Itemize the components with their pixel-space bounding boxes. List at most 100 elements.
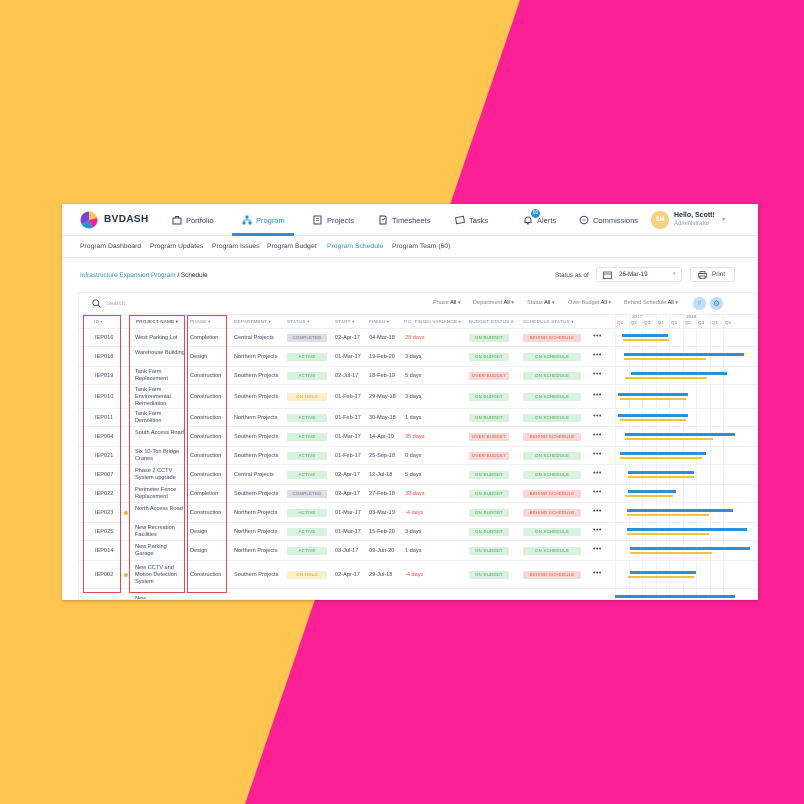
cell-department: Northern Projects	[234, 414, 278, 421]
table-row[interactable]: IEP011 Tank Farm Demolition Construction No…	[79, 409, 758, 427]
status-as-of-label: Status as of	[555, 272, 589, 279]
cell-id: IEP022	[95, 490, 114, 497]
cell-id: IEP002	[95, 571, 114, 578]
column-label: PHASE	[190, 319, 207, 324]
cell-finish: 30-May-18	[369, 414, 396, 421]
schedule-status-badge: ON SCHEDULE	[523, 372, 581, 380]
gantt-planned-bar	[630, 547, 750, 550]
status-badge: ACTIVE	[287, 471, 327, 479]
cell-variance: 5 days	[405, 372, 422, 379]
row-menu-icon[interactable]: •••	[593, 352, 602, 359]
subnav-program-updates[interactable]: Program Updates	[150, 243, 204, 250]
table-row[interactable]: IEP010 Tank Farm Environmental Remediatio…	[79, 385, 758, 409]
cell-start: 01-Feb-17	[335, 393, 361, 400]
status-badge: ACTIVE	[287, 547, 327, 555]
table-row[interactable]: IEP025 New Recreation Facilities Design Nor…	[79, 523, 758, 541]
nav-commissions[interactable]: Commissions	[579, 213, 638, 227]
row-menu-icon[interactable]: •••	[593, 546, 602, 553]
row-menu-icon[interactable]: •••	[593, 527, 602, 534]
chevron-down-icon: ▾	[673, 271, 676, 277]
subnav-program-team[interactable]: Program Team (60)	[392, 243, 451, 250]
row-menu-icon[interactable]: •••	[593, 413, 602, 420]
row-menu-icon[interactable]: •••	[593, 333, 602, 340]
row-menu-icon[interactable]: •••	[593, 451, 602, 458]
filter-phase[interactable]: Phase All ▾	[433, 300, 461, 306]
cell-start: 01-Feb-17	[335, 414, 361, 421]
nav-tasks[interactable]: Tasks	[455, 213, 488, 227]
column-header-variance[interactable]: P.C. FINISH VARIANCE ▾	[404, 319, 462, 324]
table-row[interactable]: IEP007 Phase 2 CCTV System upgrade Constru…	[79, 465, 758, 485]
cell-id: IEP010	[95, 393, 114, 400]
breadcrumb-link[interactable]: Infrastructure Expansion Program	[80, 272, 176, 279]
top-navigation-bar: BVDASH Portfolio Program Projects Timesh…	[62, 204, 758, 236]
print-button[interactable]: Print	[690, 267, 735, 282]
column-header-status[interactable]: STATUS ▾	[287, 319, 310, 324]
user-greeting[interactable]: Hello, Scott!	[674, 212, 715, 219]
filter-icon[interactable]: ▿	[693, 297, 706, 310]
nav-alerts[interactable]: Alerts	[523, 213, 556, 227]
row-menu-icon[interactable]: •••	[593, 508, 602, 515]
table-row[interactable]: IEP016 West Parking Lot Completion Central …	[79, 329, 758, 347]
cell-id: IEP021	[95, 452, 114, 459]
table-row[interactable]: New	[79, 589, 758, 599]
cell-department: Southern Projects	[234, 571, 279, 578]
table-row[interactable]: IEP023 North Access Road Construction North…	[79, 503, 758, 523]
table-row[interactable]: IEP004 South Access Road Construction South…	[79, 427, 758, 447]
filter-department[interactable]: Department All ▾	[473, 300, 515, 306]
cell-variance: 3 days	[405, 353, 422, 360]
gantt-quarter-label: Q4	[711, 320, 718, 325]
cell-start: 03-Jul-17	[335, 547, 359, 554]
gantt-actual-bar	[624, 358, 706, 360]
row-menu-icon[interactable]: •••	[593, 489, 602, 496]
chevron-down-icon[interactable]: ▾	[722, 217, 726, 223]
column-header-department[interactable]: DEPARTMENT ▾	[234, 319, 272, 324]
nav-program[interactable]: Program	[242, 213, 285, 227]
subnav-program-budget[interactable]: Program Budget	[267, 243, 317, 250]
table-row[interactable]: IEP014 New Parking Garage Design Northern P…	[79, 541, 758, 561]
column-header-budget-status[interactable]: BUDGET STATUS ▾	[469, 319, 514, 324]
row-menu-icon[interactable]: •••	[593, 392, 602, 399]
column-header-finish[interactable]: FINISH ▾	[369, 319, 390, 324]
column-header-id[interactable]: ID ▾	[94, 319, 103, 324]
flag-dot-icon	[124, 573, 128, 577]
table-row[interactable]: IEP021 Six 10-Ton Bridge Cranes Constructi…	[79, 447, 758, 465]
cell-id: IEP007	[95, 471, 114, 478]
nav-portfolio[interactable]: Portfolio	[172, 213, 214, 227]
gear-icon[interactable]: ⚙	[710, 297, 723, 310]
row-menu-icon[interactable]: •••	[593, 432, 602, 439]
table-row[interactable]: IEP002 New CCTV and Motion Detection Syst…	[79, 561, 758, 589]
cell-phase: Construction	[190, 433, 222, 440]
search-input[interactable]	[106, 298, 226, 309]
filter-over-budget[interactable]: Over Budget All ▾	[568, 300, 612, 306]
avatar[interactable]: SM	[651, 211, 669, 229]
column-header-start[interactable]: START ▾	[335, 319, 355, 324]
cell-department: Southern Projects	[234, 393, 279, 400]
gantt-actual-bar	[628, 576, 694, 578]
status-date-picker[interactable]: 26-Mar-19 ▾	[596, 267, 682, 282]
status-badge: ACTIVE	[287, 452, 327, 460]
status-badge: ACTIVE	[287, 414, 327, 422]
row-menu-icon[interactable]: •••	[593, 371, 602, 378]
subnav-program-issues[interactable]: Program Issues	[212, 243, 260, 250]
column-header-phase[interactable]: PHASE ▾	[190, 319, 211, 324]
table-row[interactable]: IEP019 Tank Farm Replacement Construction S…	[79, 367, 758, 385]
cell-department: Southern Projects	[234, 372, 279, 379]
cell-variance: 1 days	[405, 414, 422, 421]
column-header-schedule-status[interactable]: SCHEDULE STATUS ▾	[523, 319, 574, 324]
table-row[interactable]: IEP018 Warehouse Building Design Northern P…	[79, 347, 758, 367]
filter-behind-schedule[interactable]: Behind Schedule All ▾	[624, 300, 679, 306]
nav-timesheets[interactable]: Timesheets	[378, 213, 431, 227]
nav-projects[interactable]: Projects	[313, 213, 354, 227]
filter-status[interactable]: Status All ▾	[527, 300, 555, 306]
cell-id: IEP011	[95, 414, 113, 421]
row-menu-icon[interactable]: •••	[593, 470, 602, 477]
cell-project-name: Perimeter Fence Replacement	[135, 487, 177, 500]
row-menu-icon[interactable]: •••	[593, 570, 602, 577]
subnav-program-dashboard[interactable]: Program Dashboard	[80, 243, 142, 250]
search-icon	[92, 299, 101, 308]
subnav-program-schedule[interactable]: Program Schedule	[327, 243, 384, 250]
table-row[interactable]: IEP022 Perimeter Fence Replacement Complet…	[79, 485, 758, 503]
gantt-actual-bar	[627, 514, 709, 516]
cell-id: IEP018	[95, 353, 114, 360]
column-header-project-name[interactable]: PROJECT NAME ▾	[136, 319, 179, 324]
